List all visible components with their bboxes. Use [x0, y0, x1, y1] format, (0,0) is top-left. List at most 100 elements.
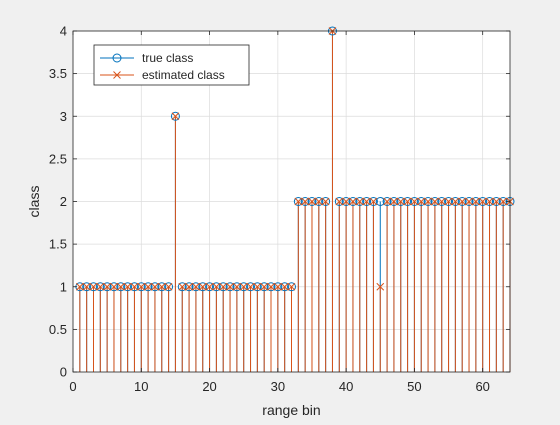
x-marker-stroke — [96, 282, 105, 291]
x-marker-stroke — [431, 197, 439, 206]
point-estimated-class — [349, 197, 357, 206]
point-estimated-class — [437, 197, 446, 206]
legend-marker-x — [113, 71, 121, 79]
x-marker-stroke — [437, 197, 446, 206]
x-marker-stroke — [499, 197, 508, 206]
point-estimated-class — [294, 197, 303, 206]
x-marker-stroke — [130, 282, 139, 291]
x-tick-label: 0 — [69, 379, 76, 394]
point-estimated-class — [123, 282, 132, 291]
ticks — [72, 30, 510, 373]
point-true-class — [82, 282, 92, 292]
x-marker-stroke — [301, 197, 310, 206]
point-true-class — [177, 282, 187, 292]
point-true-class — [389, 197, 399, 206]
point-estimated-class — [273, 282, 282, 291]
point-true-class — [491, 197, 501, 206]
point-true-class — [396, 197, 406, 206]
point-estimated-class — [246, 282, 255, 291]
x-tick-label: 20 — [202, 379, 216, 394]
point-estimated-class — [444, 197, 453, 206]
point-estimated-class — [212, 282, 221, 291]
x-marker-stroke — [294, 197, 303, 206]
point-estimated-class — [219, 282, 228, 291]
x-marker-stroke — [342, 197, 350, 206]
x-tick-label: 50 — [407, 379, 421, 394]
x-marker-stroke — [144, 282, 152, 291]
point-estimated-class — [390, 197, 398, 206]
point-true-class — [348, 197, 358, 206]
legend-marker-circle — [112, 53, 122, 63]
x-marker-stroke — [246, 282, 255, 291]
x-marker-stroke — [308, 197, 316, 206]
stems — [79, 31, 511, 372]
x-marker-stroke — [75, 282, 84, 291]
x-marker-stroke — [171, 112, 180, 121]
x-marker-stroke — [417, 197, 426, 206]
point-estimated-class — [253, 282, 262, 291]
point-true-class — [164, 282, 174, 292]
point-true-class — [464, 197, 474, 206]
point-estimated-class — [342, 197, 350, 206]
point-true-class — [341, 197, 351, 206]
x-marker-stroke — [205, 282, 214, 291]
point-true-class — [362, 197, 372, 206]
point-estimated-class — [321, 197, 330, 206]
point-estimated-class — [396, 197, 405, 206]
point-estimated-class — [458, 197, 467, 206]
point-estimated-class — [137, 282, 146, 291]
point-estimated-class — [431, 197, 439, 206]
y-tick-label: 1 — [60, 279, 67, 294]
x-marker-stroke — [355, 197, 364, 206]
point-true-class — [280, 282, 290, 292]
point-true-class — [457, 197, 467, 206]
point-estimated-class — [362, 197, 371, 206]
point-true-class — [88, 282, 98, 292]
x-marker-stroke — [178, 282, 187, 291]
y-tick-label: 0.5 — [49, 322, 67, 337]
point-estimated-class — [267, 282, 275, 291]
x-marker-stroke — [383, 197, 391, 206]
point-true-class — [246, 282, 256, 292]
y-tick-label: 3 — [60, 109, 67, 124]
x-marker-stroke — [403, 197, 412, 206]
x-marker-stroke — [321, 197, 330, 206]
point-estimated-class — [355, 197, 364, 206]
legend[interactable]: true class estimated class — [93, 44, 250, 86]
point-true-class — [478, 197, 488, 206]
x-marker-stroke — [89, 282, 98, 291]
point-estimated-class — [144, 282, 152, 291]
point-estimated-class — [157, 282, 166, 291]
x-marker-stroke — [349, 197, 357, 206]
point-true-class — [368, 197, 378, 206]
point-true-class — [423, 197, 433, 206]
x-marker-stroke — [390, 197, 398, 206]
point-true-class — [198, 282, 208, 292]
point-true-class — [150, 282, 160, 292]
x-marker-stroke — [485, 197, 494, 206]
point-true-class — [444, 197, 454, 206]
x-marker-stroke — [424, 197, 432, 206]
tick-labels: 0 10 20 30 40 50 60 0 0.5 1 1.5 2 2.5 3 3.5 4 — [49, 24, 490, 395]
point-true-class — [157, 282, 167, 292]
point-estimated-class — [492, 197, 501, 206]
x-marker-stroke — [335, 197, 344, 206]
legend-label-true-class: true class — [142, 51, 193, 65]
x-marker-stroke — [226, 282, 234, 291]
y-axis-label: class — [26, 186, 42, 218]
point-true-class — [416, 197, 426, 206]
point-estimated-class — [116, 282, 125, 291]
point-true-class — [191, 282, 201, 292]
legend-label-estimated-class: estimated class — [142, 68, 225, 82]
point-estimated-class — [383, 197, 391, 206]
point-true-class — [314, 197, 324, 206]
point-true-class — [307, 197, 317, 206]
point-estimated-class — [192, 282, 200, 291]
x-marker-stroke — [185, 282, 193, 291]
x-marker-stroke — [212, 282, 221, 291]
point-estimated-class — [103, 282, 111, 291]
point-estimated-class — [205, 282, 214, 291]
point-true-class — [471, 197, 481, 206]
point-estimated-class — [308, 197, 316, 206]
